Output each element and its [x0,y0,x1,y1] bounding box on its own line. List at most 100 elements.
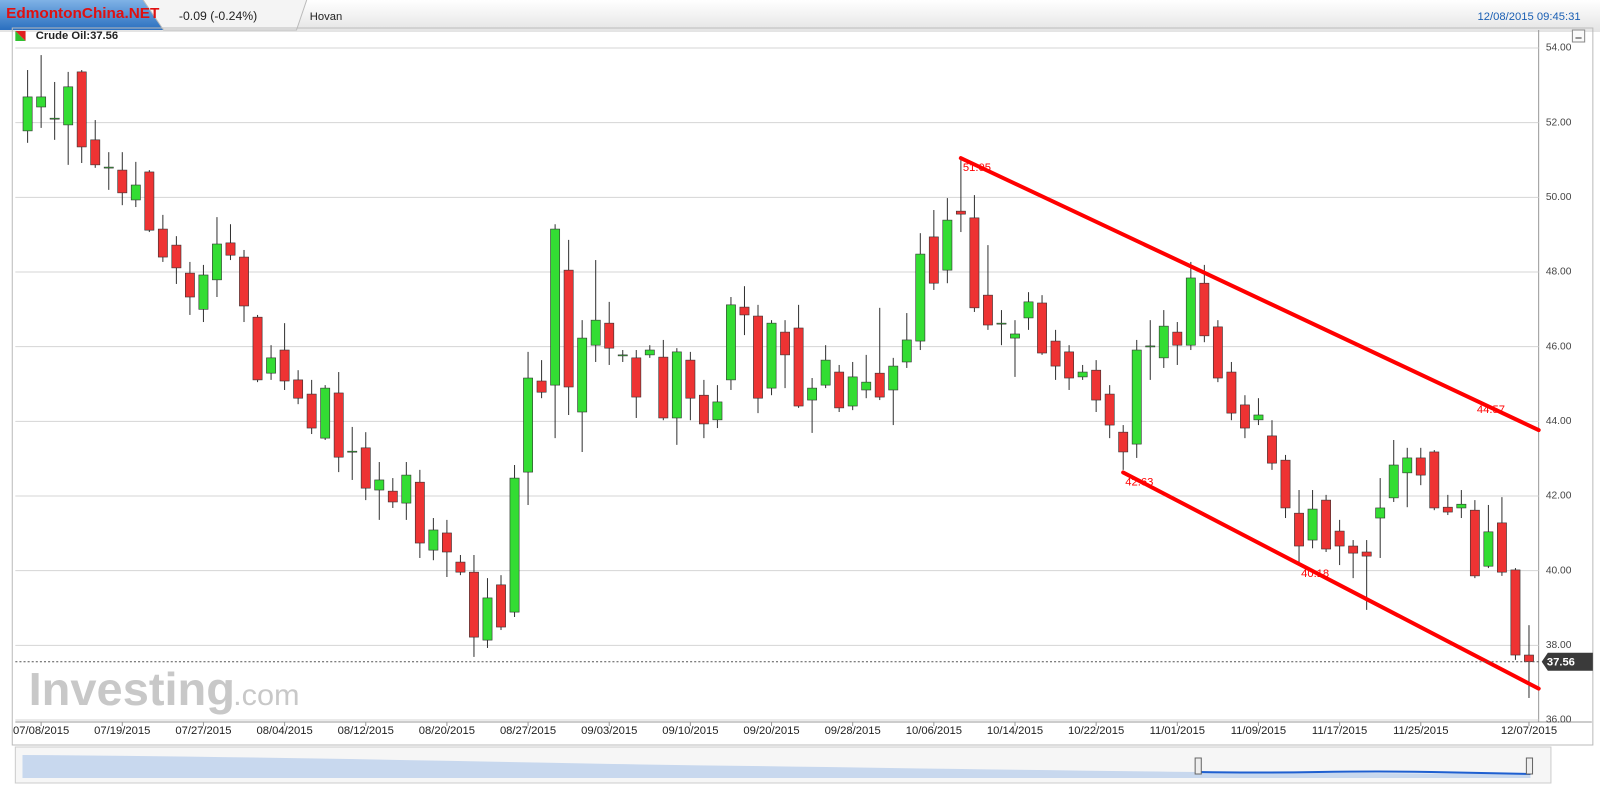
watermark-suffix: .com [233,679,299,712]
candle-body [279,349,290,382]
candle-body [861,381,872,391]
candle-body [577,337,588,413]
candle-body [1145,345,1156,348]
candle-body [726,304,736,381]
candle-body [239,256,249,307]
candle-body [807,387,818,401]
candle-body [22,96,33,132]
candle-body [888,365,899,391]
candle-body [428,529,439,551]
candle-body [1334,530,1345,547]
x-tick-label: 08/12/2015 [338,725,394,737]
candle-body [1267,435,1277,464]
candle-body [1524,654,1534,663]
trend-label: 44.57 [1477,404,1505,416]
candle-body [942,219,953,271]
candle-body [1131,349,1142,445]
navigator-handle[interactable] [1194,757,1202,775]
candle-body [185,272,195,298]
candle-body [698,394,709,425]
candle-body [1307,508,1318,541]
candle-body [1226,371,1237,414]
candle-body [144,171,155,231]
symbol-icon [15,31,26,41]
candle-body [793,327,804,407]
timestamp: 12/08/2015 09:45:31 [1478,11,1581,23]
candle-body [969,217,980,309]
candle-body [983,294,993,326]
candle-body [117,169,128,194]
candle-body [441,532,452,553]
candle-body [374,479,385,491]
candle-body [1348,545,1359,554]
x-tick-label: 10/22/2015 [1068,725,1124,737]
candle-body [658,356,669,419]
price-change: -0.09 (-0.24%) [179,9,257,23]
y-tick-label: 48.00 [1546,267,1572,278]
last-price-box [1541,652,1593,671]
candle-body [333,392,344,458]
candle-body [1415,457,1426,476]
candle-body [1375,507,1386,519]
candle-body [103,166,114,169]
candle-body [996,322,1007,325]
candle-body [955,210,966,215]
x-tick-label: 09/28/2015 [825,725,881,737]
x-tick-label: 07/27/2015 [175,725,231,737]
candle-body [523,377,533,473]
candle-body [414,481,425,544]
y-tick-label: 38.00 [1546,640,1572,651]
candle-body [360,447,371,489]
candle-body [387,490,398,503]
candle-body [1199,282,1210,337]
candle-body [590,319,601,346]
candle-body [90,139,101,166]
chart-frame [11,27,1594,746]
candle-body [347,450,358,453]
candle-body [1212,326,1223,379]
candle-body [1010,333,1020,339]
x-tick-label: 10/14/2015 [987,725,1043,737]
minimize-button[interactable] [1571,29,1586,43]
navigator-handle[interactable] [1525,757,1534,775]
candle-body [1240,404,1250,429]
candle-body [1037,302,1047,354]
candle-body [320,387,331,439]
candle-body [252,316,263,381]
candle-body [928,236,939,284]
candle-body [1388,464,1399,499]
candle-body [901,339,912,363]
candle-body [76,71,87,148]
candle-body [1321,499,1331,550]
candle-body [631,357,642,398]
x-tick-label: 07/08/2015 [13,725,69,737]
candle-body [198,274,209,310]
candle-body [293,379,304,399]
trend-label: 51.05 [963,162,991,174]
candle-body [915,253,926,342]
candle-body [874,372,885,398]
candle-body [1483,531,1494,567]
candle-body [1118,431,1129,453]
candle-body [1172,331,1183,346]
change-tab [142,0,308,31]
y-tick-label: 40.00 [1546,565,1572,576]
user-name: Hovan [310,11,342,23]
candle-body [1294,512,1304,547]
candle-body [685,359,696,399]
candle-body [469,571,479,638]
y-tick-label: 46.00 [1546,341,1572,352]
trend-line [1121,470,1541,691]
trend-label: 42.63 [1125,476,1153,488]
last-price-label: 37.56 [1547,657,1575,669]
candle-body [739,306,750,316]
x-tick-label: 11/01/2015 [1150,725,1205,737]
navigator-line [1198,770,1531,775]
candle-body [671,351,682,419]
candle-body [1158,325,1169,359]
candle-body [847,376,858,407]
plot: 36.00 38.00 40.00 42.00 44.00 46.00 48.00 50.00… [13,30,1593,737]
x-tick-label: 11/09/2015 [1231,725,1286,737]
candle-body [1253,414,1264,421]
candle-body [1497,522,1507,573]
